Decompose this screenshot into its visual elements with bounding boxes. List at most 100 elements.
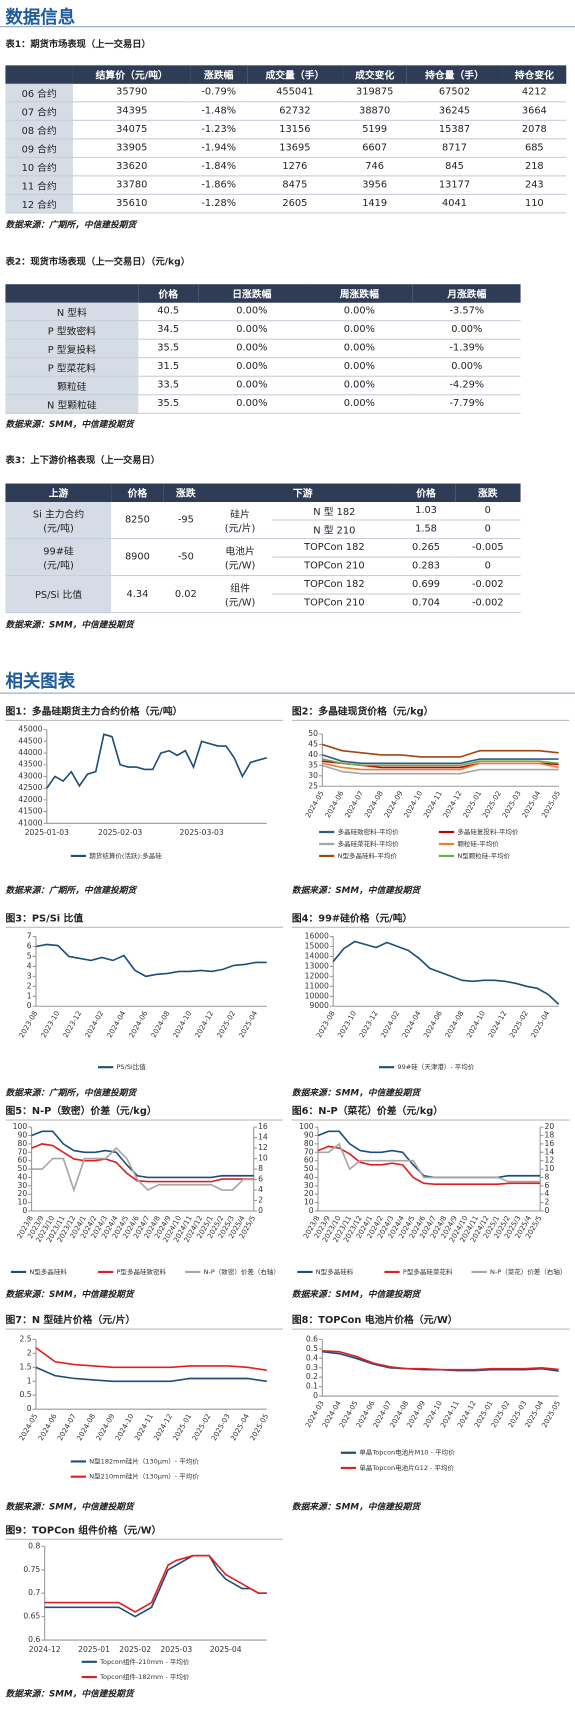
table-caption: 表2：现货市场表现（上一交易日）（元/kg） xyxy=(5,257,191,268)
y-tick-label: 60 xyxy=(18,1156,28,1165)
row-label: 10 合约 xyxy=(5,157,73,177)
y-tick-label: 2 xyxy=(27,1348,32,1357)
y2-tick-label: 2 xyxy=(258,1195,263,1204)
value-cell: -0.002 xyxy=(455,594,521,614)
value-cell: 8475 xyxy=(246,175,343,195)
y-tick-label: 60 xyxy=(304,1156,314,1165)
y-tick-label: 50 xyxy=(308,729,318,738)
x-tick-label: 2025-03 xyxy=(160,1645,192,1654)
value-cell: 4212 xyxy=(502,83,567,103)
y2-tick-label: 18 xyxy=(545,1131,555,1140)
series-line xyxy=(31,1143,254,1183)
value-cell: 33905 xyxy=(72,138,191,158)
chart: 010203040506070809010002468101214162023/… xyxy=(10,1122,280,1276)
x-tick-label: 2025-02-03 xyxy=(98,828,142,837)
value-cell: -1.28% xyxy=(190,194,247,214)
x-tick-label: 2023-12 xyxy=(61,1009,84,1039)
value-cell: -1.48% xyxy=(190,101,247,121)
legend-label: 颗粒硅-平均价 xyxy=(457,839,499,848)
value-cell: 0.283 xyxy=(396,557,456,577)
y-tick-label: 80 xyxy=(18,1139,28,1148)
table-row: N 型 210 1.58 0 xyxy=(5,519,521,540)
y-tick-label: 1 xyxy=(27,991,32,1000)
legend-label: 期货结算价(活跃):多晶硅 xyxy=(89,851,162,860)
series-line xyxy=(317,1142,541,1183)
chart: 00.511.522.52024-052024-062024-072024-08… xyxy=(17,1334,270,1481)
header-cell: 上游 xyxy=(5,483,112,503)
x-tick-label: 2024-10 xyxy=(171,1009,194,1039)
table-row: 08 合约 34075 -1.23% 13156 5199 15387 2078 xyxy=(5,120,567,140)
value-cell: 0.00% xyxy=(413,320,521,340)
y-tick-label: 1 xyxy=(27,1376,32,1385)
x-tick-label: 2025-04 xyxy=(529,1009,552,1039)
series-line xyxy=(35,1366,267,1383)
y-tick-label: 43500 xyxy=(18,760,42,769)
y-tick-label: 44500 xyxy=(18,736,42,745)
header-cell: 下游 xyxy=(208,483,397,503)
y-tick-label: 12000 xyxy=(305,971,329,980)
table-row: N 型颗粒硅 35.5 0.00% 0.00% -7.79% xyxy=(5,394,521,414)
series-line xyxy=(322,758,559,767)
value-cell: -1.23% xyxy=(190,120,247,140)
y-tick-label: 30 xyxy=(18,1181,28,1190)
value-cell: 33.5 xyxy=(138,376,199,396)
y2-tick-label: 6 xyxy=(545,1181,550,1190)
legend-label: N型210mm硅片（130μm）- 平均价 xyxy=(89,1472,199,1481)
y-tick-label: 0.5 xyxy=(19,1390,31,1399)
source-note: 数据来源：SMM，中信建投期货 xyxy=(5,1689,134,1699)
legend-label: 多晶硅复投料-平均价 xyxy=(457,827,518,836)
value-cell: -0.79% xyxy=(190,83,247,103)
chart: 0102030405060708090100024681012141618202… xyxy=(297,1122,566,1276)
upstream-label: Si 主力合约 (元/吨) xyxy=(5,502,112,540)
x-tick-label: 2025-01-03 xyxy=(25,828,69,837)
downstream-group: 组件 (元/W) xyxy=(208,575,272,614)
value-cell: 34075 xyxy=(72,120,191,140)
y-tick-label: 9000 xyxy=(310,1001,330,1010)
value-cell: -95 xyxy=(163,502,209,540)
row-label: 08 合约 xyxy=(5,120,73,140)
downstream-group: 硅片 (元/片) xyxy=(208,502,272,540)
value-cell: 746 xyxy=(342,157,407,177)
value-cell: 35.5 xyxy=(138,339,199,359)
value-cell: -1.84% xyxy=(190,157,247,177)
x-tick-label: 2024-06 xyxy=(127,1009,150,1039)
y2-tick-label: 10 xyxy=(258,1154,268,1163)
value-cell: 110 xyxy=(502,194,567,214)
y-tick-label: 0 xyxy=(27,1001,32,1010)
row-label: 12 合约 xyxy=(5,194,73,214)
x-tick-label: 2024-02 xyxy=(83,1009,106,1039)
y-tick-label: 0 xyxy=(22,1206,27,1215)
row-label: 09 合约 xyxy=(5,138,73,158)
header-cell: 价格 xyxy=(111,483,164,503)
section-rule xyxy=(0,692,575,694)
legend-label: N型多晶硅料 xyxy=(316,1267,354,1276)
x-tick-label: 2024-08 xyxy=(149,1009,172,1039)
x-tick-label: 2024-02 xyxy=(379,1009,402,1039)
series-line xyxy=(35,1347,267,1371)
y-tick-label: 2.5 xyxy=(19,1334,31,1343)
value-cell: 0.00% xyxy=(305,394,414,414)
cell-label: Si 主力合约 xyxy=(32,509,85,520)
y-tick-label: 40 xyxy=(18,1172,28,1181)
header-cell: 价格 xyxy=(396,483,456,503)
header-cell: 成交量（手） xyxy=(246,65,343,84)
x-tick-label: 2025-02 xyxy=(215,1009,238,1039)
row-label: N 型料 xyxy=(5,302,139,322)
x-tick-label: 2023-10 xyxy=(39,1009,62,1039)
header-cell: 日涨跌幅 xyxy=(198,284,306,303)
value-cell: 0 xyxy=(455,557,521,577)
spec-cell: TOPCon 182 xyxy=(271,538,397,558)
x-tick-label: 2025-04 xyxy=(210,1645,242,1654)
value-cell: 0.00% xyxy=(305,339,414,359)
table-row: 07 合约 34395 -1.48% 62732 38870 36245 3664 xyxy=(5,101,567,121)
value-cell: 0 xyxy=(455,502,521,521)
x-tick-label: 2023-08 xyxy=(17,1009,40,1039)
value-cell: 1.58 xyxy=(396,519,456,540)
header-cell: 周涨跌幅 xyxy=(305,284,414,303)
y-tick-label: 44000 xyxy=(18,748,42,757)
row-label: P 型复投料 xyxy=(5,339,139,359)
value-cell: 38870 xyxy=(342,101,407,121)
table-row: PS/Si 比值 4.34 0.02 组件 (元/W) TOPCon 182 0.699 -0… xyxy=(5,575,521,614)
data-table: 上游 价格 涨跌 下游 价格 涨跌 Si 主力合约 (元/吨) 8250 -95 硅片 (元/片) N … xyxy=(5,483,521,614)
